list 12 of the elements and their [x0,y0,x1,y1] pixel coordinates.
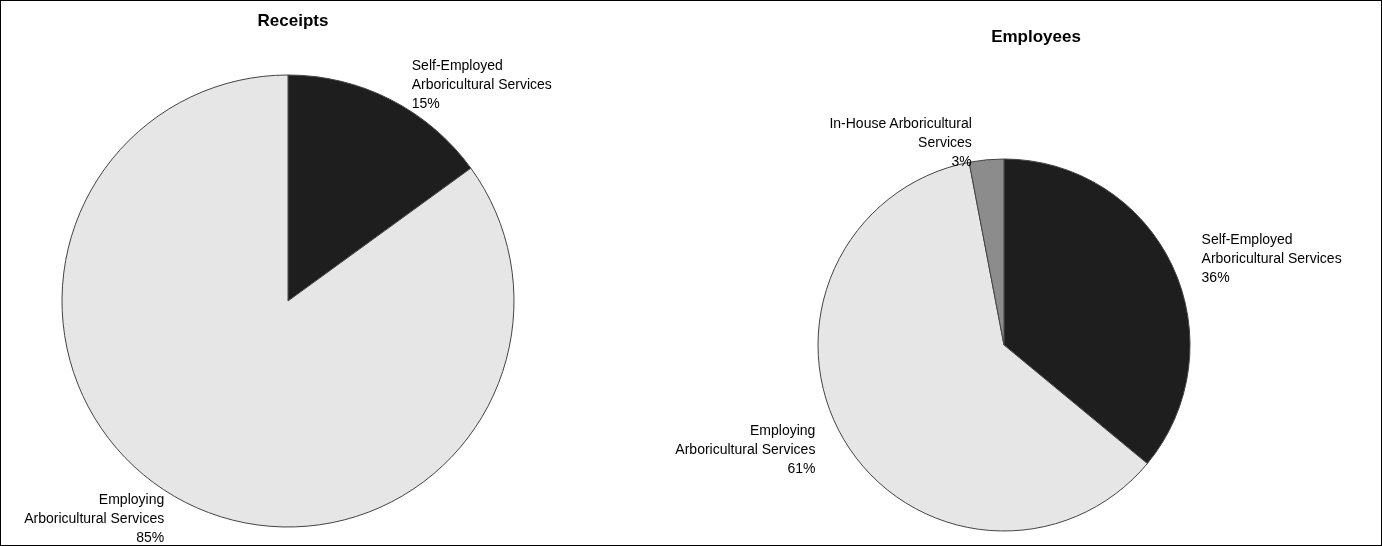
slice-label: In-House Arboricultural Services [829,114,972,150]
data-label: 15% [411,94,440,111]
chart-title: Employees [991,27,1081,46]
data-label: 61% [787,459,816,476]
slice-label: Employing Arboricultural Services [675,421,816,457]
slice-label: Employing Arboricultural Services [24,491,165,527]
data-label: 85% [136,529,165,546]
data-label: 36% [1201,269,1230,286]
slice-label: Self-Employed Arboricultural Services [1201,231,1342,267]
chart-title: Receipts [257,11,329,30]
slice-label: Self-Employed Arboricultural Services [411,56,552,92]
data-label: 3% [951,152,972,169]
